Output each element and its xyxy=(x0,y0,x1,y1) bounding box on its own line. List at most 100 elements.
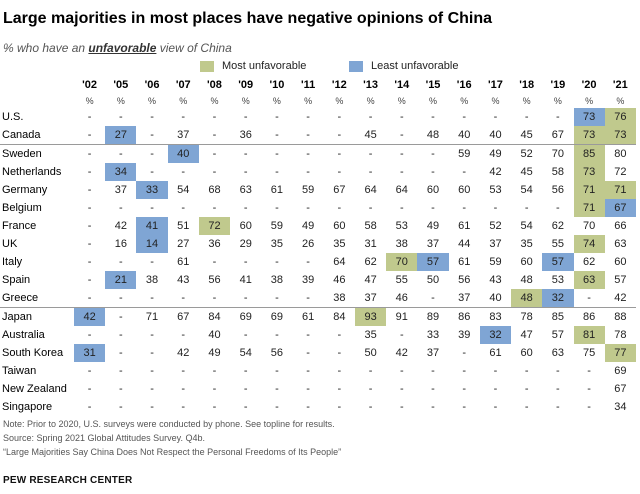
legend-most-label: Most unfavorable xyxy=(222,60,307,72)
value-cell: 58 xyxy=(551,166,565,178)
year-label: '13 xyxy=(363,79,378,91)
value-cell: - xyxy=(87,184,92,196)
unit-label: % xyxy=(241,96,250,106)
value-cell: 37 xyxy=(426,238,440,250)
table-row: Netherlands - 34 - - - - - - - - - - - 42 45 58 73 72 xyxy=(0,163,636,181)
value-cell: 53 xyxy=(395,220,408,232)
value-cell: - xyxy=(306,347,310,359)
value-cell: 61 xyxy=(177,256,190,268)
unit-label: % xyxy=(585,96,594,106)
value-cell: 93 xyxy=(354,307,387,326)
value-cell: 37 xyxy=(458,292,471,304)
value-cell: 42 xyxy=(489,166,502,178)
value-cell: - xyxy=(212,365,217,377)
value-cell: - xyxy=(337,329,342,341)
value-cell: - xyxy=(212,166,217,178)
value-cell: 40 xyxy=(167,144,199,163)
value-cell: 70 xyxy=(386,253,418,271)
value-cell: 57 xyxy=(614,274,627,286)
value-cell: 49 xyxy=(479,144,512,163)
value-cell: - xyxy=(431,383,435,395)
value-cell: 62 xyxy=(551,220,565,232)
country-label: Netherlands xyxy=(2,166,62,178)
value-cell: - xyxy=(212,129,217,141)
country-label: UK xyxy=(2,238,18,250)
value-cell: - xyxy=(462,347,467,359)
value-cell: 84 xyxy=(323,307,355,326)
value-cell: 56 xyxy=(551,184,565,196)
value-cell: 69 xyxy=(261,307,293,326)
value-cell: 53 xyxy=(489,184,502,196)
value-cell: 49 xyxy=(208,347,221,359)
value-cell: - xyxy=(118,292,123,304)
value-cell: 86 xyxy=(573,307,605,326)
year-label: '15 xyxy=(425,79,441,91)
country-label: Canada xyxy=(2,129,41,141)
value-cell: 59 xyxy=(270,220,284,232)
value-cell: - xyxy=(150,401,154,413)
value-cell: - xyxy=(150,365,154,377)
value-cell: - xyxy=(118,256,123,268)
value-cell: - xyxy=(87,292,92,304)
value-cell: - xyxy=(275,383,279,395)
table-row: Greece - - - - - - - - 38 37 46 - 37 40 48 32 - 42 xyxy=(0,289,636,308)
value-cell: 26 xyxy=(302,238,315,250)
value-cell: 70 xyxy=(542,144,574,163)
value-cell: - xyxy=(118,365,123,377)
value-cell: - xyxy=(462,401,467,413)
value-cell: 63 xyxy=(614,238,627,250)
value-cell: - xyxy=(462,383,467,395)
header-blank xyxy=(0,76,74,94)
value-cell: - xyxy=(306,329,310,341)
value-cell: 84 xyxy=(198,307,231,326)
value-cell: - xyxy=(150,292,154,304)
value-cell: 29 xyxy=(239,238,252,250)
value-cell: - xyxy=(243,329,248,341)
value-cell: - xyxy=(493,365,498,377)
value-cell: - xyxy=(105,307,137,326)
value-cell: 40 xyxy=(208,329,221,341)
value-cell: 21 xyxy=(105,271,137,289)
value-cell: - xyxy=(556,401,560,413)
value-cell: 40 xyxy=(458,129,471,141)
value-cell: - xyxy=(399,365,404,377)
unit-label: % xyxy=(116,96,125,106)
value-cell: 50 xyxy=(426,274,440,286)
value-cell: 54 xyxy=(520,220,533,232)
value-cell: 51 xyxy=(177,220,190,232)
value-cell: - xyxy=(87,238,92,250)
value-cell: 46 xyxy=(395,292,408,304)
value-cell: 27 xyxy=(177,238,190,250)
value-cell: 60 xyxy=(520,347,533,359)
value-cell: 88 xyxy=(604,307,636,326)
value-cell: - xyxy=(136,144,168,163)
value-cell: - xyxy=(493,202,498,214)
value-cell: - xyxy=(150,347,154,359)
unit-row: %%%%%%%%%%%%%%%%%% xyxy=(0,94,636,108)
value-cell: 35 xyxy=(270,238,284,250)
value-cell: 53 xyxy=(551,274,565,286)
value-cell: - xyxy=(337,111,342,123)
value-cell: 42 xyxy=(74,307,106,326)
value-cell: 38 xyxy=(395,238,408,250)
value-cell: 81 xyxy=(573,326,605,344)
value-cell: - xyxy=(87,383,92,395)
legend-least-label: Least unfavorable xyxy=(371,60,459,72)
value-cell: - xyxy=(431,365,435,377)
value-cell: 76 xyxy=(604,108,636,126)
country-label: Taiwan xyxy=(2,365,37,377)
value-cell: 68 xyxy=(208,184,221,196)
value-cell: - xyxy=(87,129,92,141)
value-cell: - xyxy=(87,401,92,413)
value-cell: 66 xyxy=(614,220,627,232)
value-cell: - xyxy=(275,129,279,141)
value-cell: 49 xyxy=(302,220,315,232)
country-label: Italy xyxy=(2,256,23,268)
table-row: U.S. - - - - - - - - - - - - - - - - 73 76 xyxy=(0,108,636,126)
unit-label: % xyxy=(522,96,531,106)
unit-label: % xyxy=(616,96,625,106)
country-label: Sweden xyxy=(0,144,74,163)
value-cell: - xyxy=(118,347,123,359)
value-cell: 37 xyxy=(364,292,377,304)
legend: Most unfavorable Least unfavorable xyxy=(200,60,480,74)
